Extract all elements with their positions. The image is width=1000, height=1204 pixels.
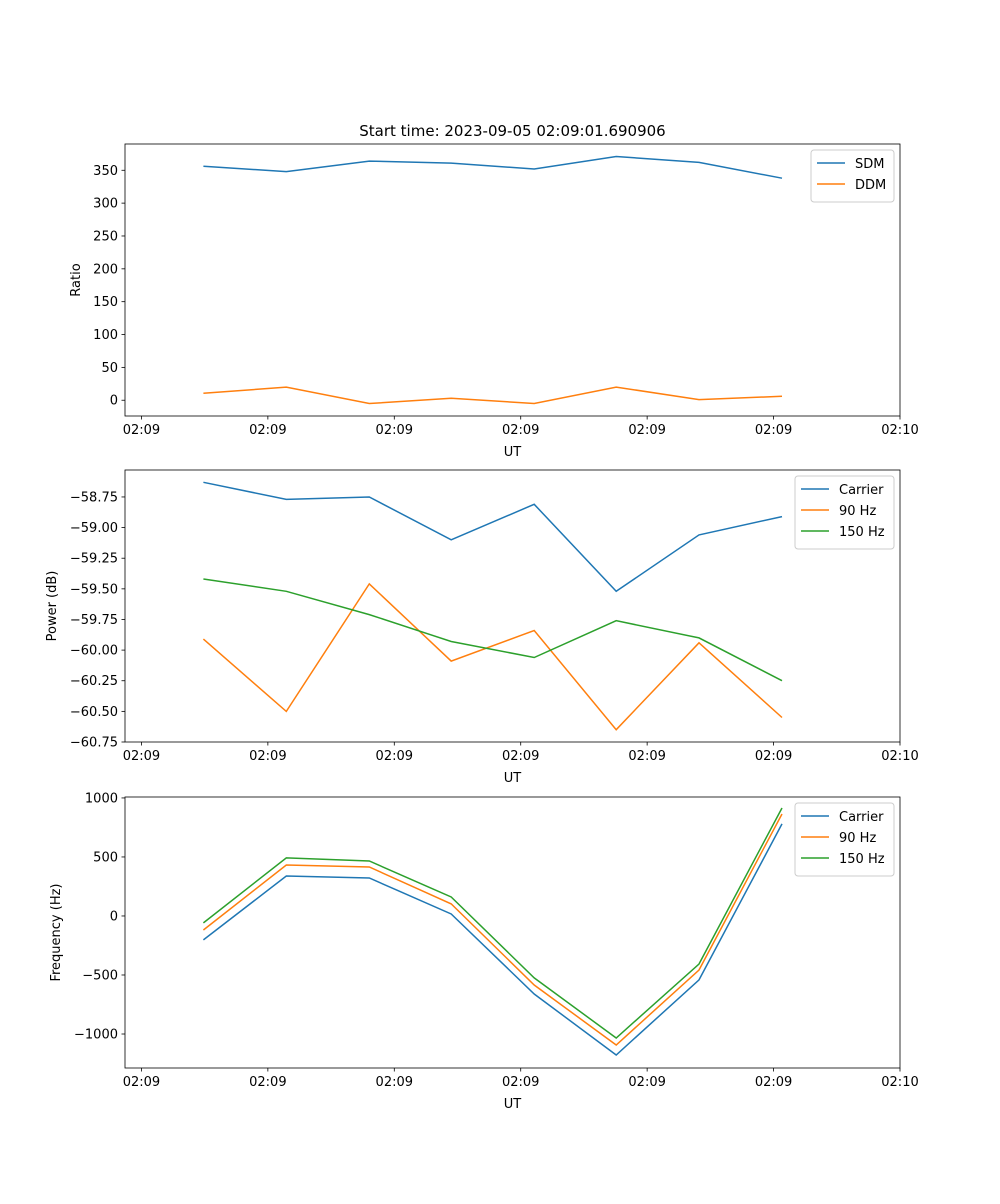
legend-label: DDM [855,178,886,193]
y-tick-label: −59.50 [70,582,118,597]
x-tick-label: 02:09 [755,1075,792,1090]
axes-frame-1 [125,144,900,416]
x-tick-label: 02:09 [628,749,665,764]
y-tick-label: 350 [93,164,118,179]
x-tick-label: 02:10 [881,1075,918,1090]
x-tick-label: 02:09 [502,1075,539,1090]
legend-label: SDM [855,157,884,172]
x-tick-label: 02:09 [502,423,539,438]
x-tick-label: 02:10 [881,749,918,764]
x-tick-label: 02:09 [123,423,160,438]
y-tick-label: 0 [110,394,118,409]
legend-label: 150 Hz [839,852,885,867]
y-tick-label: −59.00 [70,521,118,536]
y-tick-label: 50 [101,361,118,376]
legend-label: 90 Hz [839,504,876,519]
y-tick-label: 150 [93,295,118,310]
legend-label: Carrier [839,483,884,498]
axes-frame-3 [125,797,900,1068]
y-tick-label: −59.25 [70,552,118,567]
x-tick-label: 02:09 [755,749,792,764]
y-tick-label: −60.00 [70,644,118,659]
y-axis-label: Power (dB) [45,571,60,642]
y-tick-label: 0 [110,909,118,924]
y-tick-label: −60.50 [70,705,118,720]
series-line-carrier [203,482,782,591]
series-line-150-hz [203,808,782,1038]
legend-label: Carrier [839,810,884,825]
y-tick-label: 200 [93,262,118,277]
y-tick-label: 1000 [85,791,118,806]
series-line-90-hz [203,814,782,1045]
series-line-sdm [203,157,782,179]
y-axis-label: Ratio [69,263,84,296]
axes-frame-2 [125,470,900,742]
y-tick-label: 300 [93,197,118,212]
x-tick-label: 02:09 [755,423,792,438]
x-tick-label: 02:09 [376,749,413,764]
x-axis-label: UT [504,1097,522,1112]
x-tick-label: 02:09 [628,423,665,438]
y-tick-label: 500 [93,850,118,865]
x-tick-label: 02:09 [249,1075,286,1090]
y-tick-label: −1000 [74,1028,118,1043]
x-axis-label: UT [504,771,522,786]
y-tick-label: −60.25 [70,674,118,689]
figure-title: Start time: 2023-09-05 02:09:01.690906 [359,122,665,140]
x-tick-label: 02:09 [249,749,286,764]
series-line-150-hz [203,579,782,681]
x-tick-label: 02:09 [376,1075,413,1090]
series-line-90-hz [203,584,782,730]
x-tick-label: 02:09 [628,1075,665,1090]
y-tick-label: −59.75 [70,613,118,628]
x-tick-label: 02:10 [881,423,918,438]
y-tick-label: 250 [93,229,118,244]
y-tick-label: −500 [82,968,118,983]
y-tick-label: −58.75 [70,490,118,505]
x-axis-label: UT [504,445,522,460]
legend-label: 150 Hz [839,525,885,540]
y-axis-label: Frequency (Hz) [49,883,64,981]
x-tick-label: 02:09 [376,423,413,438]
x-tick-label: 02:09 [249,423,286,438]
series-line-ddm [203,387,782,403]
x-tick-label: 02:09 [123,749,160,764]
legend-label: 90 Hz [839,831,876,846]
y-tick-label: −60.75 [70,736,118,751]
x-tick-label: 02:09 [502,749,539,764]
y-tick-label: 100 [93,328,118,343]
x-tick-label: 02:09 [123,1075,160,1090]
